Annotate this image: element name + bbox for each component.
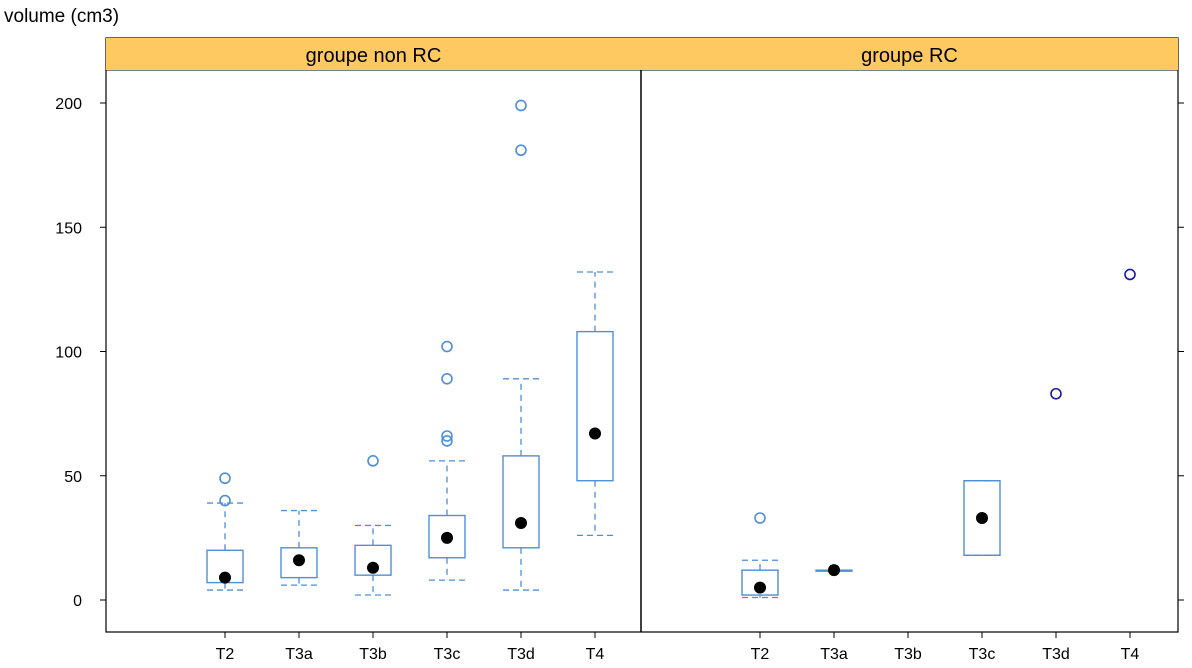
median-dot bbox=[976, 511, 988, 524]
median-dot bbox=[441, 531, 453, 544]
outlier-point bbox=[515, 99, 527, 112]
plot-frame bbox=[105, 37, 1179, 633]
panel-title: groupe non RC bbox=[306, 45, 442, 67]
x-tick-label: T3d bbox=[507, 646, 535, 663]
panel-strip bbox=[641, 38, 1178, 70]
y-axis-label: volume (cm3) bbox=[4, 6, 120, 27]
x-tick-label: T3b bbox=[359, 646, 387, 663]
x-tick-label: T3b bbox=[894, 646, 922, 663]
median-dot bbox=[293, 554, 305, 567]
y-tick-label: 200 bbox=[55, 96, 82, 113]
outlier-point bbox=[1050, 387, 1062, 400]
x-tick-label: T3c bbox=[969, 646, 996, 663]
x-tick-label: T3a bbox=[285, 646, 313, 663]
median-dot bbox=[515, 516, 527, 529]
y-tick-label: 0 bbox=[73, 593, 82, 610]
median-dot bbox=[828, 564, 840, 577]
box-iqr bbox=[354, 544, 392, 576]
outlier-point bbox=[219, 494, 231, 507]
x-tick-label: T2 bbox=[751, 646, 770, 663]
median-dot bbox=[589, 427, 601, 440]
outlier-point bbox=[441, 435, 453, 447]
panel-title: groupe RC bbox=[861, 45, 958, 67]
x-tick-label: T4 bbox=[1121, 646, 1140, 663]
box-iqr bbox=[502, 455, 540, 549]
y-tick-label: 50 bbox=[64, 469, 82, 486]
outlier-point bbox=[754, 512, 766, 524]
box-iqr bbox=[428, 514, 466, 559]
x-tick-label: T3c bbox=[434, 646, 461, 663]
x-tick-label: T2 bbox=[216, 646, 235, 663]
median-dot bbox=[219, 571, 231, 584]
outlier-point bbox=[367, 455, 379, 467]
outlier-point bbox=[515, 144, 527, 157]
box-iqr bbox=[576, 330, 614, 482]
outlier-point bbox=[441, 430, 453, 442]
y-tick-label: 100 bbox=[55, 345, 82, 362]
outlier-point bbox=[441, 340, 453, 353]
y-tick-label: 150 bbox=[55, 220, 82, 237]
panel-strip bbox=[106, 38, 641, 70]
box-iqr bbox=[963, 480, 1001, 556]
x-tick-label: T3a bbox=[820, 646, 848, 663]
median-dot bbox=[367, 561, 379, 574]
x-tick-label: T4 bbox=[586, 646, 605, 663]
box-iqr bbox=[741, 569, 779, 596]
box-iqr bbox=[280, 547, 318, 579]
outlier-point bbox=[1124, 268, 1136, 281]
outlier-point bbox=[441, 373, 453, 385]
outlier-point bbox=[219, 472, 231, 485]
median-dot bbox=[754, 581, 766, 594]
x-tick-label: T3d bbox=[1042, 646, 1070, 663]
